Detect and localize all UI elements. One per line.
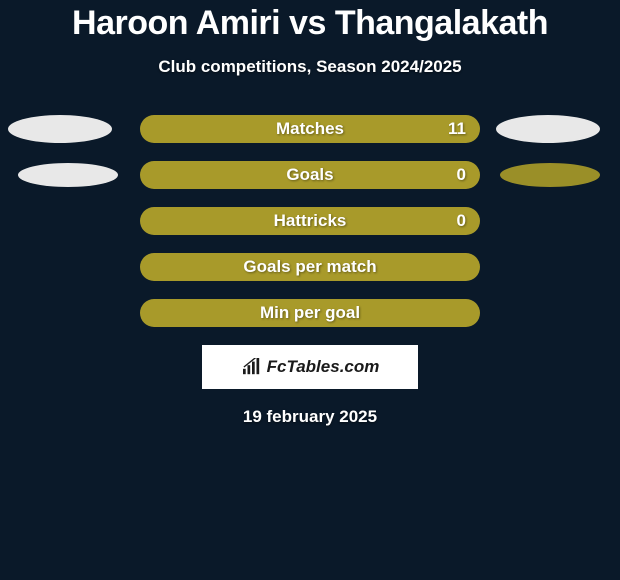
stat-label: Matches [276,119,344,139]
left-ellipse [8,115,112,143]
stat-label: Goals [286,165,333,185]
stat-value: 11 [448,119,466,139]
stat-row-goals: Goals 0 [0,161,620,189]
right-ellipse [496,115,600,143]
stat-value: 0 [457,211,466,231]
stat-label: Min per goal [260,303,360,323]
stat-label: Goals per match [243,257,376,277]
right-ellipse [500,163,600,187]
page-title: Haroon Amiri vs Thangalakath [0,4,620,43]
stat-bar: Goals per match [140,253,480,281]
stat-bar: Hattricks 0 [140,207,480,235]
stat-row-hattricks: Hattricks 0 [0,207,620,235]
logo-text: FcTables.com [267,357,380,377]
stat-row-matches: Matches 11 [0,115,620,143]
stat-value: 0 [457,165,466,185]
logo-box: FcTables.com [202,345,418,389]
date-text: 19 february 2025 [0,407,620,427]
logo: FcTables.com [241,357,380,377]
stat-row-min-per-goal: Min per goal [0,299,620,327]
stat-label: Hattricks [274,211,347,231]
stat-bar: Matches 11 [140,115,480,143]
comparison-infographic: Haroon Amiri vs Thangalakath Club compet… [0,0,620,427]
left-ellipse [18,163,118,187]
subtitle: Club competitions, Season 2024/2025 [0,57,620,77]
stat-bar: Goals 0 [140,161,480,189]
stat-bar: Min per goal [140,299,480,327]
stat-row-goals-per-match: Goals per match [0,253,620,281]
stats-list: Matches 11 Goals 0 Hattricks 0 Goals per… [0,115,620,327]
chart-icon [241,358,263,376]
